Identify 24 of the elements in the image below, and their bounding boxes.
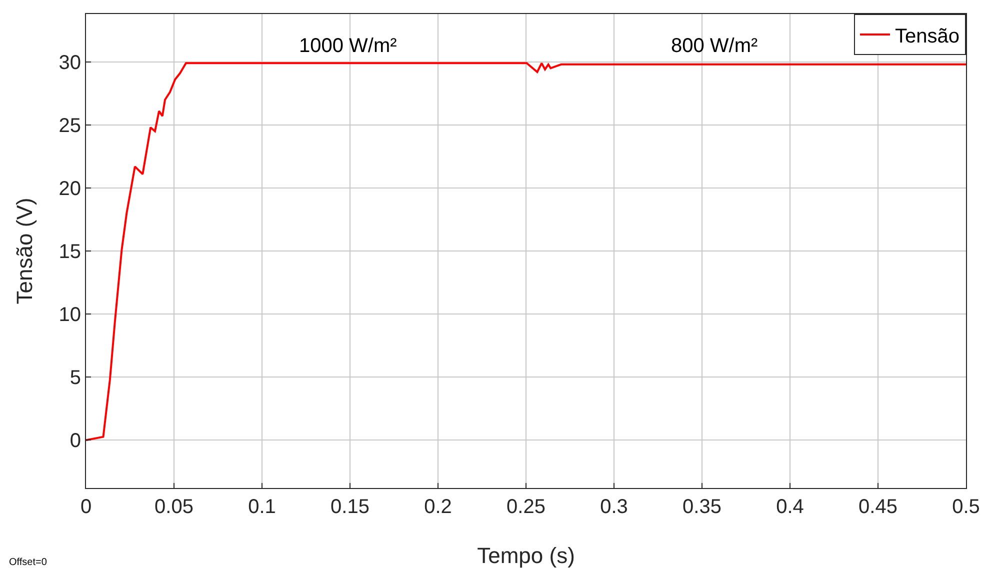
y-tick-label: 10 bbox=[58, 304, 81, 326]
x-tick-label: 0.1 bbox=[248, 496, 276, 518]
annotation: 1000 W/m² bbox=[299, 35, 398, 57]
y-tick-label: 15 bbox=[58, 241, 81, 263]
x-tick-label: 0.45 bbox=[858, 496, 898, 518]
x-tick-label: 0.05 bbox=[154, 496, 194, 518]
x-tick-label: 0.2 bbox=[424, 496, 452, 518]
annotation: 800 W/m² bbox=[671, 35, 758, 57]
y-tick-label: 30 bbox=[58, 52, 81, 74]
x-axis-title: Tempo (s) bbox=[477, 543, 575, 568]
x-tick-label: 0.15 bbox=[330, 496, 370, 518]
x-tick-label: 0.5 bbox=[952, 496, 980, 518]
legend-label: Tensão bbox=[895, 25, 960, 48]
y-tick-label: 0 bbox=[70, 430, 81, 452]
line-series bbox=[86, 62, 966, 442]
text: Offset=0 bbox=[9, 557, 48, 568]
y-tick-label: 20 bbox=[58, 178, 81, 200]
x-tick-label: 0.35 bbox=[682, 496, 722, 518]
y-tick-label: 25 bbox=[58, 114, 81, 137]
y-axis-title: Tensão (V) bbox=[12, 198, 37, 304]
x-tick-label: 0.3 bbox=[600, 496, 628, 518]
x-tick-label: 0.25 bbox=[506, 496, 546, 518]
x-tick-label: 0.4 bbox=[776, 496, 804, 518]
y-tick-label: 5 bbox=[70, 367, 81, 390]
